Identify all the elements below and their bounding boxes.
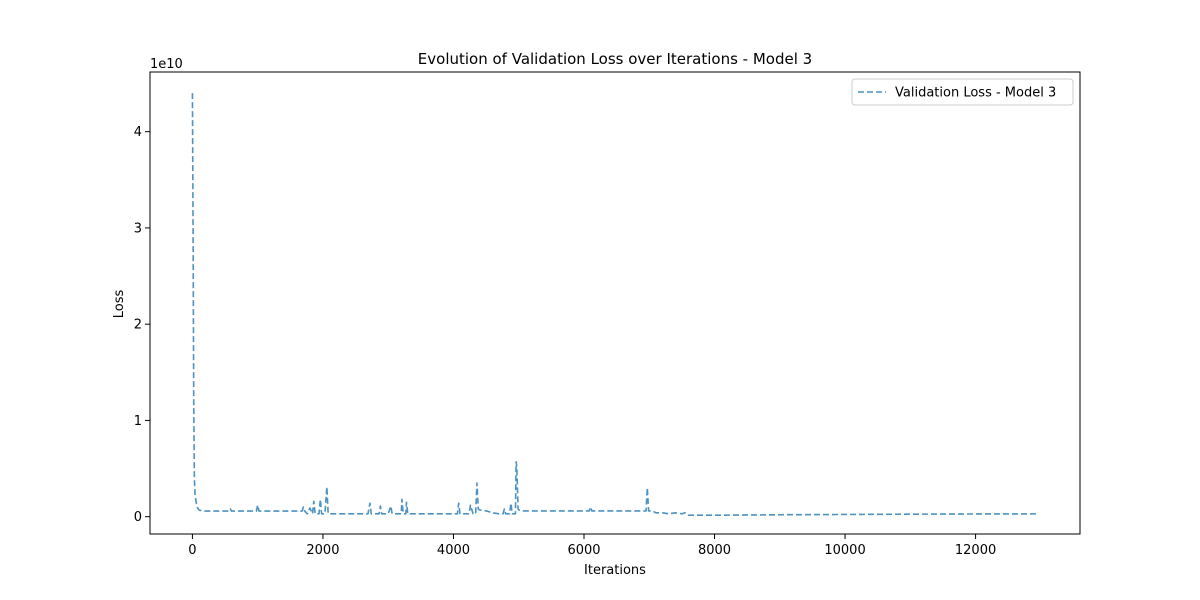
chart-title: Evolution of Validation Loss over Iterat… (418, 50, 812, 68)
y-axis-ticks: 0 1 2 3 4 (134, 125, 150, 525)
plot-frame (149, 71, 1081, 535)
x-tick-label: 10000 (824, 543, 865, 558)
legend-label: Validation Loss - Model 3 (895, 86, 1056, 101)
x-tick-label: 12000 (955, 543, 996, 558)
x-tick-label: 0 (188, 543, 196, 558)
legend: Validation Loss - Model 3 (851, 78, 1074, 106)
x-axis-ticks: 0 2000 4000 6000 8000 10000 12000 (188, 534, 996, 558)
x-axis-label: Iterations (584, 563, 646, 578)
y-offset-label: 1e10 (150, 57, 183, 72)
series-line (191, 93, 1038, 517)
legend-box (851, 78, 1074, 106)
y-tick-label: 1 (134, 414, 142, 429)
series-layer (191, 93, 1038, 517)
x-tick-label: 6000 (567, 543, 600, 558)
y-tick-label: 4 (134, 125, 142, 140)
x-tick-label: 4000 (437, 543, 470, 558)
x-tick-label: 2000 (306, 543, 339, 558)
x-tick-label: 8000 (698, 543, 731, 558)
y-axis-label: Loss (112, 290, 127, 319)
plot-area (149, 71, 1081, 535)
y-tick-label: 0 (134, 510, 142, 525)
y-tick-label: 2 (134, 318, 142, 333)
y-tick-label: 3 (134, 221, 142, 236)
